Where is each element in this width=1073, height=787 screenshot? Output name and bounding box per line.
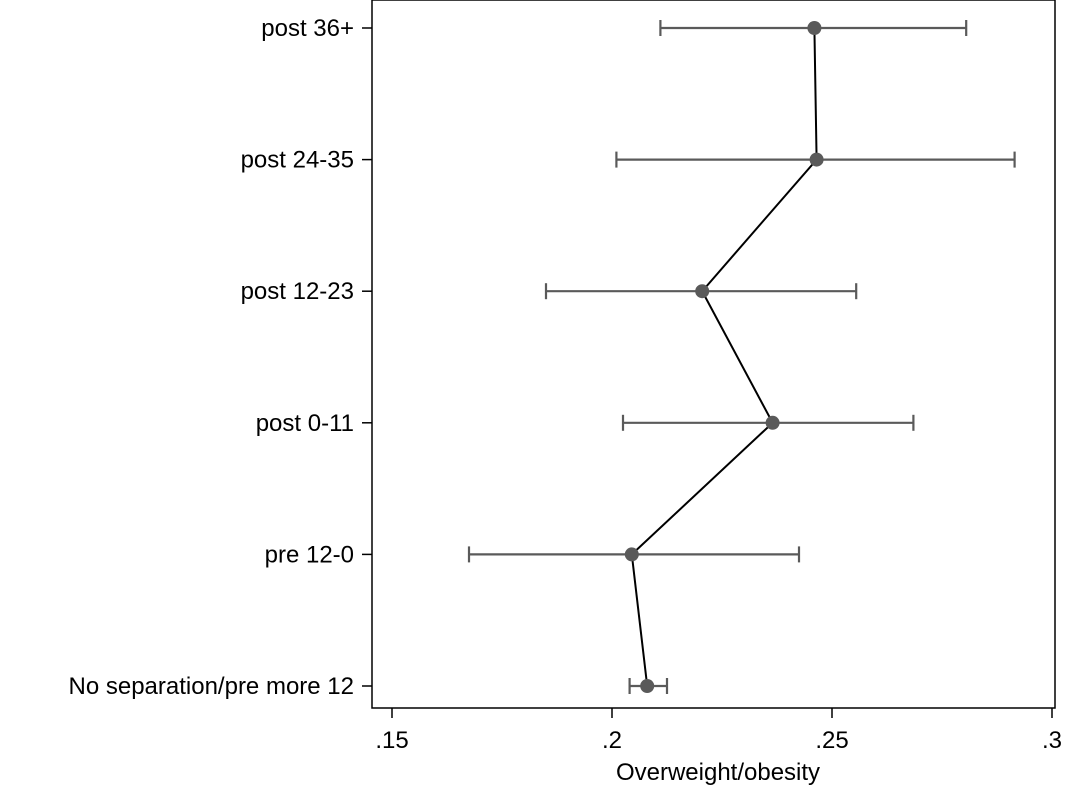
estimate-point-3 [765,415,780,430]
x-tick-label-1: .2 [602,727,622,754]
estimate-point-2 [695,284,710,299]
y-tick-label-3: post 0-11 [256,410,354,437]
x-tick-label-2: .25 [815,727,848,754]
y-tick-label-0: post 36+ [261,15,354,42]
estimate-point-4 [624,547,639,562]
estimate-points [624,21,824,693]
y-tick-label-5: No separation/pre more 12 [69,673,355,700]
x-tick-label-0: .15 [375,727,408,754]
plot-frame [371,0,1056,709]
estimate-point-5 [640,679,655,693]
y-tick-label-1: post 24-35 [241,147,354,174]
y-tick-label-2: post 12-23 [241,278,354,305]
estimate-connector-line [630,27,818,687]
x-axis-title: Overweight/obesity [616,759,820,786]
x-tick-label-3: .3 [1042,727,1062,754]
confidence-intervals [467,20,1016,694]
estimate-point-1 [809,152,824,167]
y-tick-label-4: pre 12-0 [265,541,354,568]
estimate-point-0 [807,21,822,35]
x-axis: .15 .2 .25 .3 [375,708,1062,754]
y-axis: post 36+ post 24-35 post 12-23 post 0-11 pre… [69,15,372,700]
